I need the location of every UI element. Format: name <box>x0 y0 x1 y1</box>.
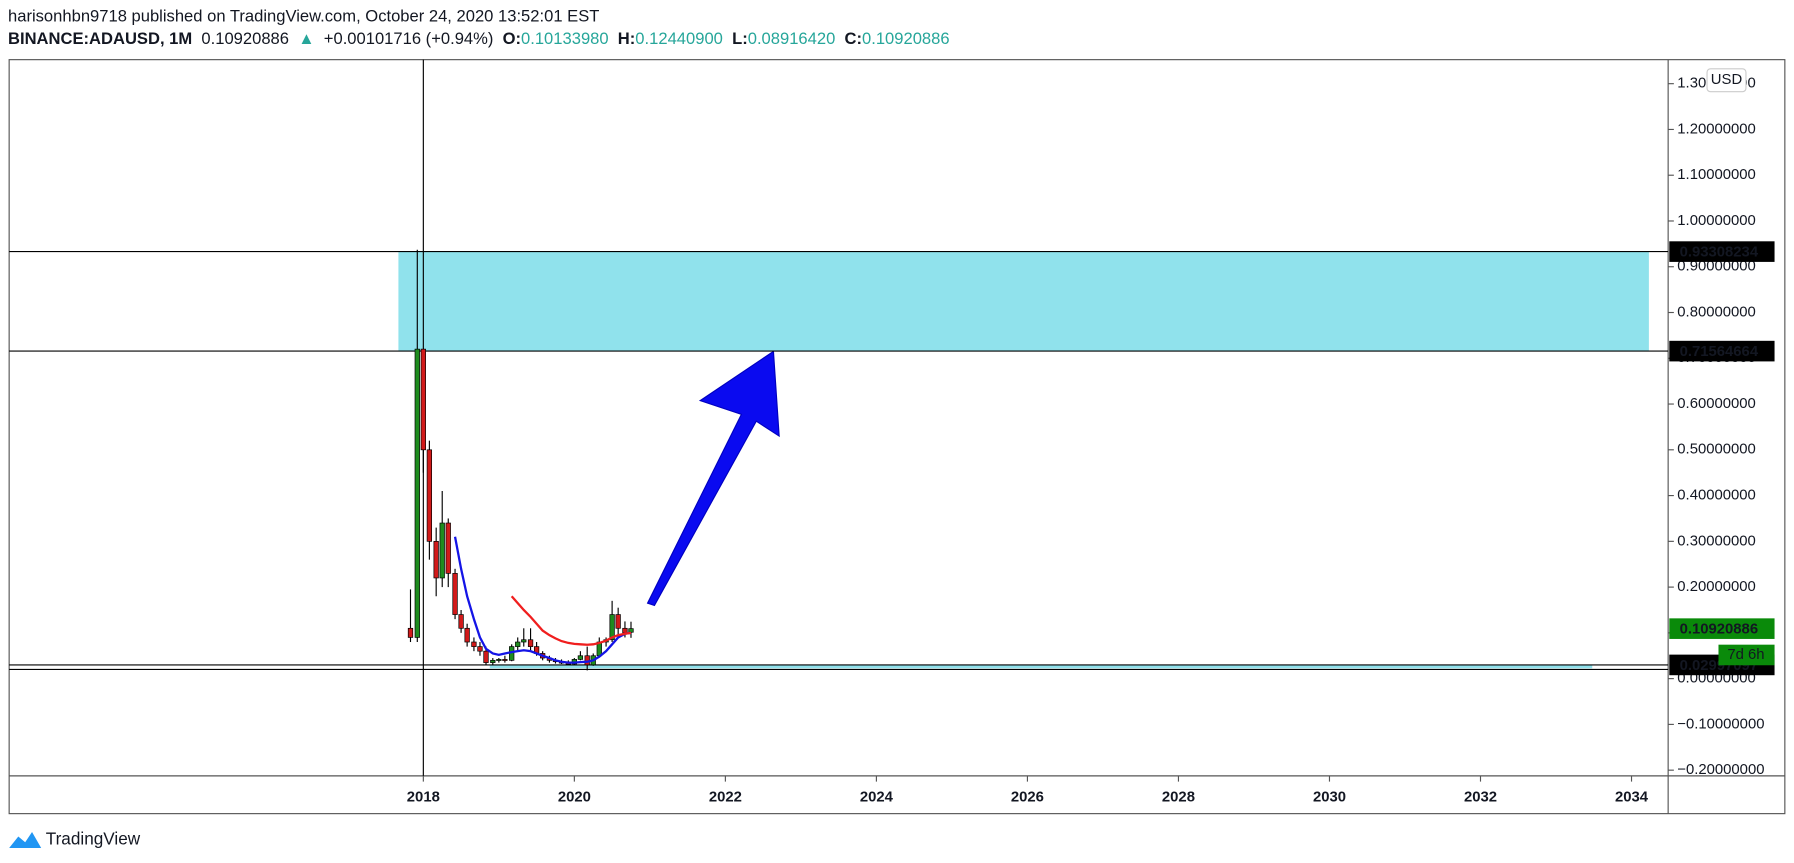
logo: TradingView <box>9 828 141 848</box>
x-tick-label: 2034 <box>1615 790 1649 806</box>
candle-body <box>577 655 584 660</box>
candle-body <box>452 573 458 615</box>
price-label-box <box>1669 241 1775 262</box>
x-tick-label: 2024 <box>860 790 894 806</box>
zone <box>398 251 1649 352</box>
candle-body <box>490 659 496 663</box>
x-tick-label: 2028 <box>1162 790 1195 806</box>
x-tick-label: 2018 <box>407 790 440 806</box>
zone <box>489 664 1593 669</box>
header-line: BINANCE:ADAUSD, 1M 0.10920886 ▲ +0.00101… <box>8 30 950 49</box>
close-label: C: <box>845 30 862 49</box>
author-line: harisonhbn9718 published on TradingView.… <box>8 7 599 26</box>
y-tick-label: 0.30000000 <box>1677 533 1756 549</box>
y-tick-label: 0.90000000 <box>1677 259 1756 275</box>
y-tick-label: 0.50000000 <box>1677 442 1756 458</box>
low-label: L: <box>732 30 748 49</box>
y-tick-label: 0.80000000 <box>1677 304 1756 320</box>
countdown: 7d 6h <box>1727 647 1764 663</box>
candle-body <box>521 639 527 643</box>
currency-badge <box>1706 68 1747 93</box>
logo-text: TradingView <box>46 828 141 848</box>
x-tick-label: 2032 <box>1464 790 1497 806</box>
last-price: 0.10920886 <box>201 30 289 49</box>
candle-body <box>433 540 439 579</box>
high-value: 0.12440900 <box>635 30 723 49</box>
candle-body <box>464 627 470 643</box>
candle-body <box>471 641 477 647</box>
price-label: 0.71564664 <box>1680 344 1759 360</box>
y-tick-label: 0.20000000 <box>1677 579 1756 595</box>
moving-average <box>453 536 632 664</box>
currency: USD <box>1711 72 1743 88</box>
x-tick-label: 2026 <box>1011 790 1044 806</box>
logo-icon <box>9 831 42 848</box>
y-tick-label: 0.40000000 <box>1677 487 1756 503</box>
x-tick-label: 2022 <box>709 790 742 806</box>
y-tick-label: −0.10000000 <box>1677 716 1764 732</box>
price-label-box <box>1669 618 1775 639</box>
x-tick-label: 2030 <box>1313 790 1346 806</box>
candle-body <box>609 614 615 641</box>
moving-average <box>510 595 632 646</box>
candle-body <box>628 628 634 633</box>
candle-body <box>502 659 508 661</box>
candle-body <box>615 614 621 629</box>
candle-body <box>622 627 628 634</box>
chart-frame <box>8 59 1786 815</box>
candle-body <box>515 641 521 647</box>
candle-body <box>445 522 451 574</box>
open-label: O: <box>503 30 521 49</box>
y-tick-label: 1.20000000 <box>1677 121 1756 137</box>
open-value: 0.10133980 <box>521 30 609 49</box>
arrow-drawing <box>646 350 780 607</box>
y-tick-label: 0.60000000 <box>1677 396 1756 412</box>
candle-body <box>458 614 464 629</box>
low-value: 0.08916420 <box>748 30 836 49</box>
y-tick-label: 1.10000000 <box>1677 167 1756 183</box>
candle-body <box>426 449 433 542</box>
symbol: BINANCE:ADAUSD, 1M <box>8 30 192 49</box>
candle-body <box>420 348 426 451</box>
y-tick-label: −0.20000000 <box>1677 762 1764 778</box>
change: +0.00101716 (+0.94%) <box>324 30 494 49</box>
x-tick-label: 2020 <box>558 790 591 806</box>
candle-body <box>407 627 414 638</box>
up-icon: ▲ <box>298 30 314 49</box>
candle-body <box>414 348 420 638</box>
high-label: H: <box>618 30 635 49</box>
price-label: 0.10920886 <box>1680 622 1759 638</box>
candle-body <box>496 659 502 661</box>
y-tick-label: 1.00000000 <box>1677 213 1756 229</box>
candle-body <box>527 639 534 647</box>
candle-body <box>477 646 483 652</box>
close-value: 0.10920886 <box>862 30 950 49</box>
candle-body <box>439 522 445 579</box>
price-label: 0.93308234 <box>1680 245 1759 261</box>
countdown-box <box>1718 644 1775 666</box>
price-label-box <box>1669 340 1775 362</box>
candle-body <box>483 650 489 663</box>
